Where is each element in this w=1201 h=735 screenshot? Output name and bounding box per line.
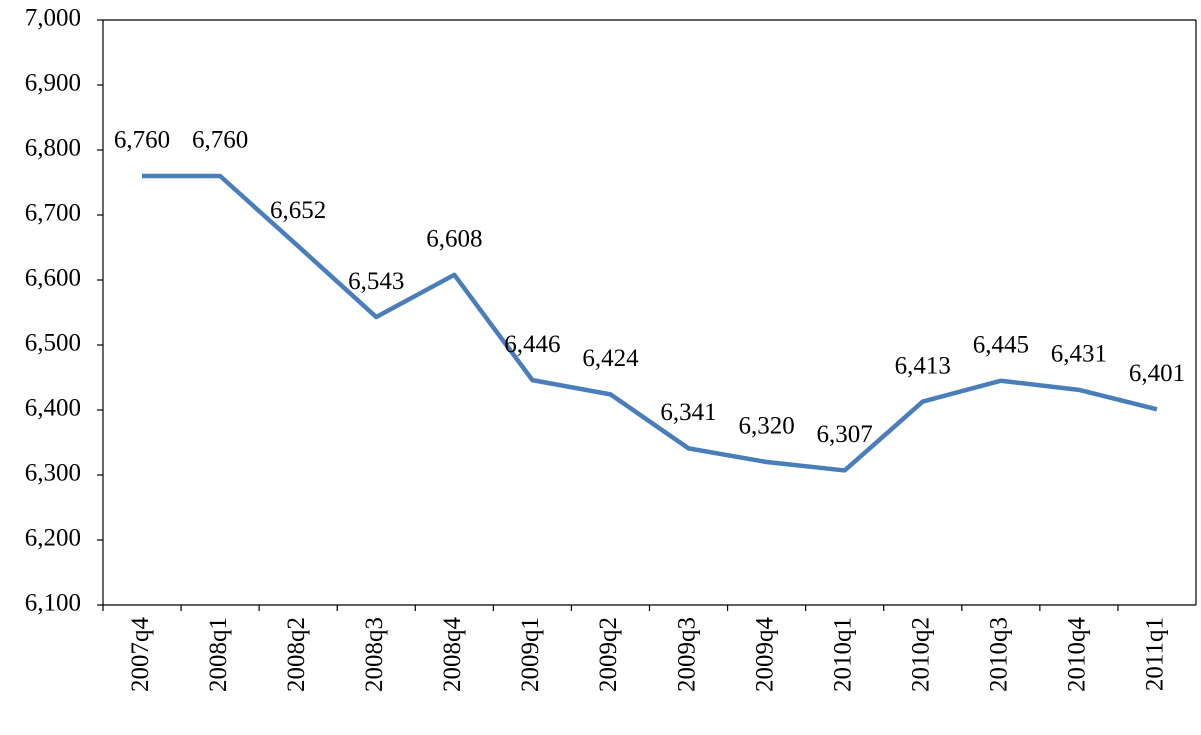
y-tick-label: 7,000 [25, 5, 81, 32]
x-tick-label: 2010q2 [907, 617, 934, 692]
x-tick-label: 2010q3 [986, 617, 1013, 692]
y-tick-label: 6,500 [25, 330, 81, 357]
line [142, 173, 1158, 473]
x-tick-label: 2008q1 [205, 617, 232, 692]
y-tick-label: 6,800 [25, 135, 81, 162]
data-label: 6,608 [426, 226, 482, 253]
x-tick-label: 2009q1 [517, 617, 544, 692]
x-tick-label: 2007q4 [127, 617, 154, 693]
y-tick-label: 6,300 [25, 460, 81, 487]
x-tick-label: 2010q4 [1064, 617, 1091, 693]
data-label: 6,446 [504, 331, 560, 358]
data-label: 6,307 [817, 421, 873, 448]
data-label: 6,341 [660, 399, 716, 426]
x-tick-label: 2010q1 [829, 617, 856, 692]
data-label: 6,445 [973, 331, 1029, 358]
data-label: 6,652 [270, 197, 326, 224]
data-label: 6,413 [895, 352, 951, 379]
x-tick-label: 2009q4 [751, 617, 778, 693]
y-tick-label: 6,400 [25, 395, 81, 422]
data-label: 6,760 [192, 127, 248, 154]
y-tick-label: 6,700 [25, 200, 81, 227]
x-tick-label: 2008q3 [361, 617, 388, 692]
x-tick-label: 2011q1 [1142, 617, 1169, 691]
data-label: 6,424 [582, 345, 639, 372]
data-label: 6,760 [114, 127, 170, 154]
y-tick-label: 6,900 [25, 70, 81, 97]
data-label: 6,543 [348, 268, 404, 295]
data-label: 6,320 [738, 413, 794, 440]
y-tick-label: 6,200 [25, 525, 81, 552]
x-tick-label: 2009q3 [673, 617, 700, 692]
data-label: 6,431 [1051, 341, 1107, 368]
y-tick-label: 6,100 [25, 590, 81, 617]
x-tick-label: 2008q2 [283, 617, 310, 692]
x-tick-label: 2009q2 [595, 617, 622, 692]
y-tick-label: 6,600 [25, 265, 81, 292]
x-tick-label: 2008q4 [439, 617, 466, 693]
data-label: 6,401 [1129, 360, 1185, 387]
